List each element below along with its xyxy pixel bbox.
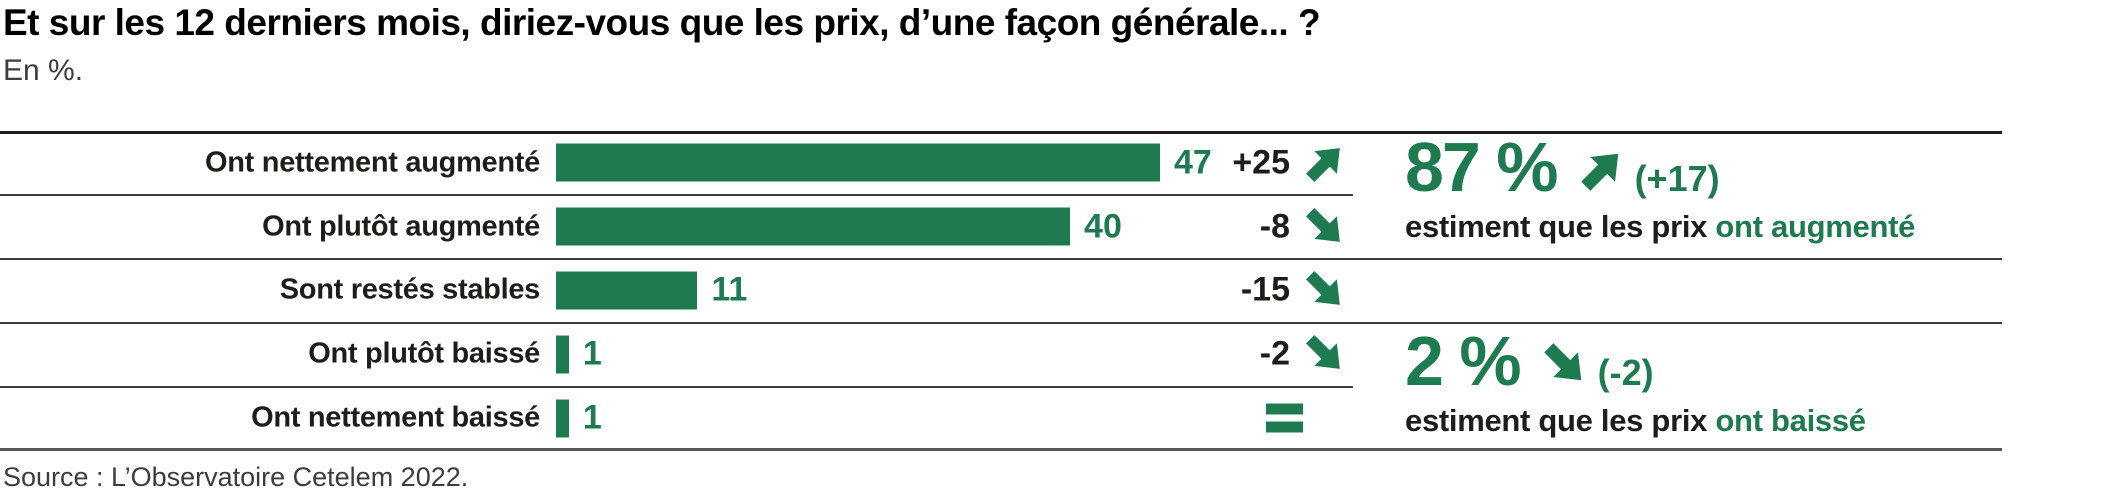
bar: [556, 143, 1160, 182]
divider-line: [0, 131, 2002, 134]
trend-down-arrow-icon: [1305, 335, 1340, 370]
bar: [556, 335, 569, 374]
chart-row-ont-plutot-augmente: Ont plutôt augmenté 40 -8: [0, 195, 1360, 259]
category-label: Ont nettement baissé: [251, 401, 540, 434]
chart-row-sont-restes-stables: Sont restés stables 11 -15: [0, 259, 1360, 323]
trend-down-arrow-icon: [1305, 207, 1340, 242]
bar: [556, 271, 698, 310]
bar: [556, 207, 1071, 246]
summary-increased: 87 % (+17) estiment que les prix ont aug…: [1405, 128, 1916, 245]
summary-caption: estiment que les prix ont baissé: [1405, 403, 1866, 438]
divider-line: [0, 448, 2002, 451]
trend-down-arrow-icon: [1305, 271, 1340, 306]
equals-icon: [1266, 403, 1303, 433]
chart-title: Et sur les 12 derniers mois, diriez-vous…: [3, 2, 1321, 43]
divider-line: [0, 322, 2002, 324]
summary-delta: (-2): [1597, 352, 1654, 393]
source-credit: Source : L’Observatoire Cetelem 2022.: [3, 462, 469, 492]
divider-line: [0, 386, 1353, 388]
bar-value: 1: [582, 334, 602, 373]
summary-delta: (+17): [1634, 158, 1720, 199]
trend-up-arrow-icon: [1580, 153, 1618, 191]
summary-decreased: 2 % (-2) estiment que les prix ont baiss…: [1405, 322, 1866, 439]
bar-value: 47: [1174, 143, 1212, 182]
chart-row-ont-plutot-baisse: Ont plutôt baissé 1 -2: [0, 322, 1360, 386]
summary-caption: estiment que les prix ont augmenté: [1405, 209, 1916, 244]
chart-row-ont-nettement-baisse: Ont nettement baissé 1: [0, 386, 1360, 450]
summary-percentage: 2 %: [1405, 322, 1522, 400]
category-label: Ont nettement augmenté: [205, 146, 540, 179]
chart-row-ont-nettement-augmente: Ont nettement augmenté 47 +25: [0, 131, 1360, 195]
bar-value: 11: [711, 270, 748, 309]
bar-value: 40: [1084, 207, 1122, 246]
bar-value: 1: [582, 398, 602, 437]
trend-up-arrow-icon: [1305, 148, 1340, 182]
divider-line: [0, 194, 1353, 196]
bar: [556, 399, 569, 438]
category-label: Sont restés stables: [279, 273, 541, 306]
change-value: +25: [1232, 143, 1290, 182]
chart-unit-subtitle: En %.: [3, 54, 84, 87]
change-value: -15: [1240, 270, 1290, 309]
bar-rows: Ont nettement augmenté 47 +25 Ont plutôt…: [0, 131, 1360, 450]
category-label: Ont plutôt augmenté: [262, 210, 540, 243]
trend-down-arrow-icon: [1543, 343, 1581, 381]
change-value: -8: [1259, 207, 1290, 246]
divider-line: [0, 258, 2002, 260]
summary-percentage: 87 %: [1405, 128, 1559, 206]
category-label: Ont plutôt baissé: [308, 337, 540, 370]
change-value: -2: [1259, 334, 1290, 373]
